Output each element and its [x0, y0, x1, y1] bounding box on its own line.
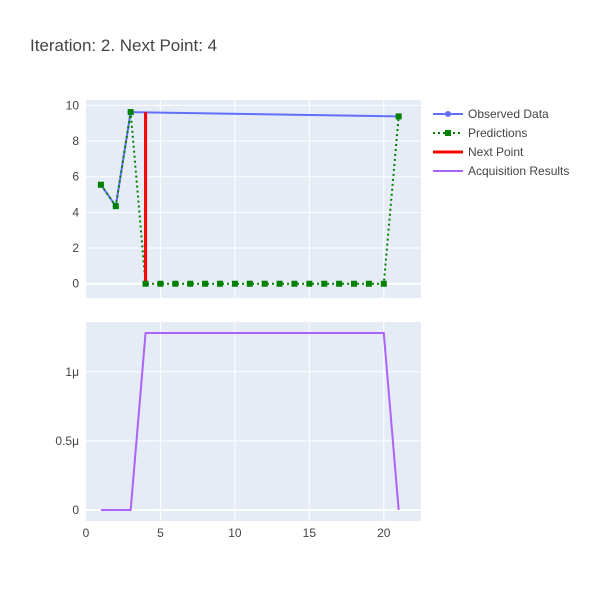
prediction-point	[97, 181, 104, 188]
prediction-point	[127, 109, 134, 116]
legend-item-next-point[interactable]: Next Point	[433, 145, 524, 159]
prediction-point	[172, 280, 179, 287]
prediction-point	[246, 280, 253, 287]
prediction-point	[157, 280, 164, 287]
legend-label-observed-data: Observed Data	[468, 107, 549, 121]
chart-title: Iteration: 2. Next Point: 4	[30, 36, 217, 55]
prediction-point	[202, 280, 209, 287]
prediction-point	[261, 280, 268, 287]
bottom-x-tick-label: 0	[83, 526, 90, 540]
prediction-point	[231, 280, 238, 287]
prediction-point	[365, 280, 372, 287]
prediction-point	[351, 280, 357, 287]
top-y-tick-label: 8	[72, 134, 79, 148]
top-y-tick-label: 4	[72, 205, 79, 219]
prediction-point	[291, 280, 298, 287]
bottom-x-tick-label: 10	[228, 526, 242, 540]
legend-item-predictions[interactable]: Predictions	[433, 126, 527, 140]
prediction-point	[187, 280, 194, 287]
prediction-point	[142, 280, 149, 287]
top-panel: 0 2 4 6 8 10	[66, 98, 421, 298]
top-y-tick-label: 10	[66, 98, 80, 112]
prediction-point	[217, 280, 223, 287]
legend-item-observed-data[interactable]: Observed Data	[433, 107, 549, 121]
observed-data-line	[100, 111, 399, 209]
legend-label-acquisition-results: Acquisition Results	[468, 164, 569, 178]
prediction-point	[336, 280, 343, 287]
bottom-plot-background	[86, 322, 421, 521]
bottom-y-tick-label: 1μ	[65, 365, 79, 379]
bottom-x-tick-label: 20	[377, 526, 391, 540]
prediction-point	[380, 280, 387, 287]
legend[interactable]: Observed Data Predictions Next Point Acquis…	[433, 107, 569, 178]
bottom-x-tick-label: 5	[157, 526, 164, 540]
top-plot-background	[86, 100, 421, 298]
legend-item-acquisition-results[interactable]: Acquisition Results	[433, 164, 569, 178]
legend-label-next-point: Next Point	[468, 145, 524, 159]
top-y-tick-label: 0	[72, 277, 79, 291]
predictions-line	[100, 111, 400, 285]
prediction-point	[112, 203, 119, 210]
bottom-y-tick-label: 0.5μ	[55, 434, 79, 448]
legend-label-predictions: Predictions	[468, 126, 527, 140]
bottom-x-tick-label: 15	[303, 526, 317, 540]
top-y-tick-label: 2	[72, 241, 79, 255]
prediction-point	[321, 280, 328, 287]
bottom-panel: 0 0.5μ 1μ 0 5 10 15 20	[55, 322, 421, 540]
bottom-y-tick-label: 0	[72, 503, 79, 517]
prediction-point	[395, 113, 402, 120]
acquisition-results-line	[100, 332, 400, 511]
prediction-point	[306, 280, 313, 287]
prediction-point	[276, 280, 283, 287]
legend-marker-observed-data	[445, 111, 451, 117]
legend-marker-predictions	[445, 130, 451, 136]
top-y-tick-label: 6	[72, 170, 79, 184]
